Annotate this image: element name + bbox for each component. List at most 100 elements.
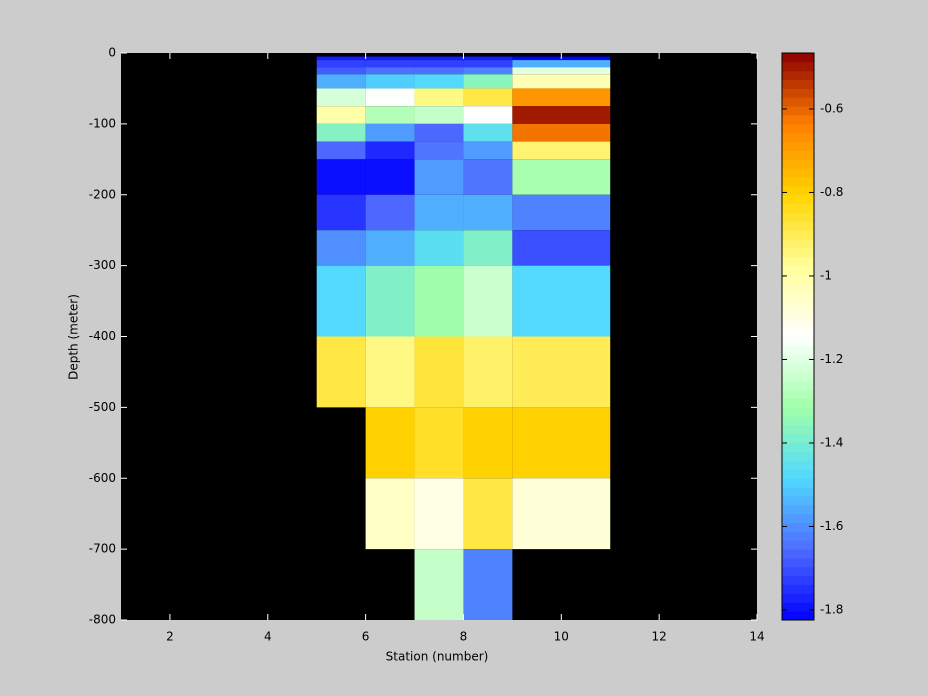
- heat-cell: [365, 159, 415, 195]
- heat-cell: [316, 336, 366, 408]
- colorbar-step: [782, 363, 814, 373]
- colorbar-tick-label: -1.2: [820, 352, 843, 366]
- heat-cell: [463, 67, 513, 75]
- heat-cell: [414, 74, 464, 89]
- heat-cell: [512, 74, 611, 89]
- colorbar-tick-label: -1.6: [820, 519, 843, 533]
- y-tick-label: -500: [89, 400, 116, 414]
- colorbar-step: [782, 185, 814, 196]
- heat-cell: [316, 106, 366, 124]
- x-tick-label: 6: [362, 630, 370, 644]
- heat-cell: [512, 230, 611, 266]
- colorbar-tick-label: -1.8: [820, 602, 843, 616]
- y-axis-label: Depth (meter): [67, 294, 81, 380]
- colorbar-step: [782, 203, 814, 213]
- heat-cell: [463, 230, 513, 266]
- heat-cell: [365, 60, 415, 68]
- colorbar-step: [782, 354, 814, 364]
- heat-cell: [365, 123, 415, 142]
- heat-cell: [463, 407, 513, 479]
- colorbar-step: [782, 451, 814, 462]
- heat-cell: [463, 194, 513, 231]
- heat-cell: [316, 123, 366, 142]
- colorbar-step: [782, 212, 814, 222]
- heat-cell: [463, 336, 513, 408]
- colorbar-step: [782, 531, 814, 541]
- colorbar-step: [782, 70, 814, 81]
- heat-cell: [414, 478, 464, 550]
- colorbar-step: [782, 566, 814, 577]
- heat-cell: [463, 88, 513, 107]
- colorbar-step: [782, 53, 814, 63]
- x-axis-label: Station (number): [386, 650, 489, 664]
- colorbar-step: [782, 292, 814, 302]
- x-tick-label: 8: [460, 630, 468, 644]
- heat-cell: [463, 478, 513, 550]
- heat-cell: [463, 74, 513, 89]
- y-tick-label: 0: [108, 46, 116, 60]
- colorbar-step: [782, 159, 814, 169]
- colorbar-step: [782, 460, 814, 470]
- y-tick-label: -600: [89, 471, 116, 485]
- colorbar-step: [782, 487, 814, 497]
- heat-cell: [512, 106, 611, 124]
- colorbar-step: [782, 513, 814, 524]
- x-tick-label: 14: [749, 630, 764, 644]
- heat-cell: [365, 407, 415, 479]
- y-tick-label: -300: [89, 258, 116, 272]
- x-tick-label: 4: [264, 630, 272, 644]
- heat-cell: [316, 74, 366, 89]
- colorbar-step: [782, 389, 814, 400]
- heat-cell: [512, 478, 611, 550]
- colorbar-step: [782, 433, 814, 444]
- colorbar-step: [782, 150, 814, 160]
- heat-cell: [463, 106, 513, 124]
- colorbar-step: [782, 584, 814, 594]
- colorbar-step: [782, 557, 814, 568]
- colorbar-step: [782, 495, 814, 506]
- colorbar-step: [782, 602, 814, 612]
- colorbar-step: [782, 177, 814, 187]
- colorbar-step: [782, 79, 814, 89]
- y-tick-label: -100: [89, 116, 116, 130]
- colorbar-step: [782, 327, 814, 337]
- heat-cell: [512, 88, 611, 107]
- colorbar-step: [782, 478, 814, 488]
- heat-cell: [316, 265, 366, 337]
- heat-cell: [512, 141, 611, 160]
- colorbar-step: [782, 575, 814, 586]
- heat-cell: [414, 159, 464, 195]
- heat-cell: [463, 159, 513, 195]
- colorbar-step: [782, 256, 814, 267]
- heat-cell: [365, 67, 415, 75]
- x-tick-label: 12: [652, 630, 667, 644]
- heat-cell: [512, 336, 611, 408]
- heat-cell: [316, 230, 366, 266]
- heat-cell: [512, 159, 611, 195]
- heat-cell: [463, 60, 513, 68]
- colorbar-step: [782, 336, 814, 346]
- heat-cell: [463, 265, 513, 337]
- colorbar-step: [782, 106, 814, 116]
- heat-cell: [414, 88, 464, 107]
- heat-cell: [463, 141, 513, 160]
- heat-cell: [414, 230, 464, 266]
- heat-cell: [316, 159, 366, 195]
- colorbar-step: [782, 265, 814, 275]
- heat-cell: [365, 106, 415, 124]
- colorbar-tick-label: -0.8: [820, 185, 843, 199]
- heat-cell: [463, 56, 513, 61]
- heat-cell: [512, 60, 611, 68]
- colorbar-step: [782, 380, 814, 391]
- colorbar-step: [782, 549, 814, 559]
- heat-cell: [316, 60, 366, 68]
- colorbar-step: [782, 593, 814, 603]
- heat-cell: [512, 407, 611, 479]
- colorbar-step: [782, 132, 814, 143]
- heat-cell: [414, 141, 464, 160]
- colorbar-step: [782, 115, 814, 125]
- heat-cell: [316, 141, 366, 160]
- colorbar-step: [782, 398, 814, 408]
- x-tick-label: 2: [166, 630, 174, 644]
